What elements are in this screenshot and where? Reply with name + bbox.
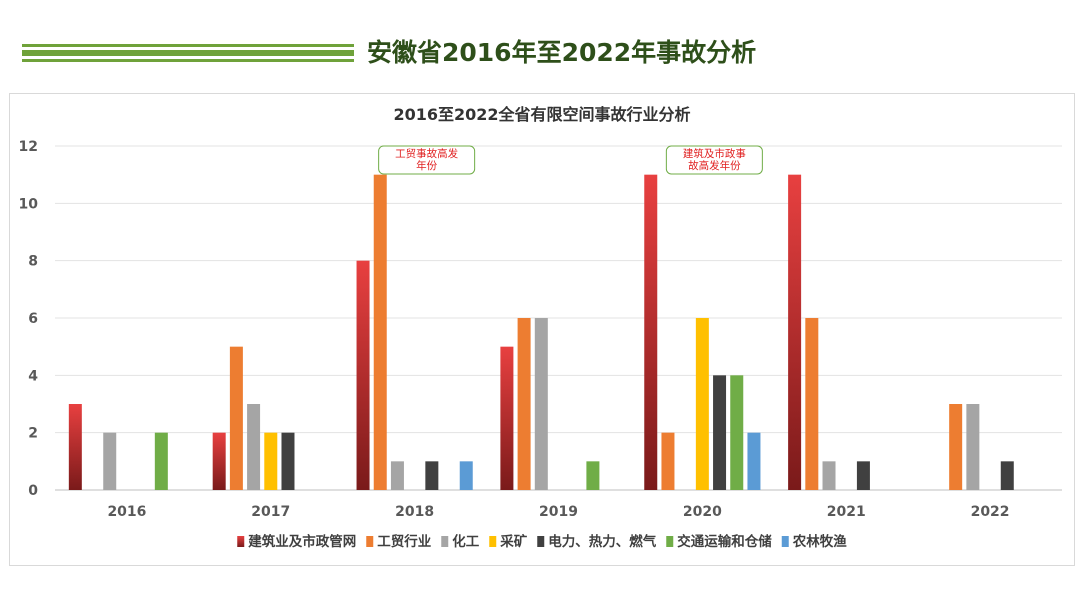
y-tick-label: 12: [19, 139, 38, 155]
legend-item: 采矿: [489, 533, 528, 550]
legend-swatch: [489, 536, 497, 547]
x-tick-label: 2019: [539, 504, 578, 520]
x-tick-label: 2022: [971, 504, 1010, 520]
bar: [390, 461, 404, 490]
legend-label: 电力、热力、燃气: [548, 533, 656, 550]
bar: [154, 432, 168, 490]
annotation-text: 建筑及市政事: [683, 147, 746, 160]
title-decoration-lines: [22, 44, 354, 62]
bar: [822, 461, 836, 490]
bar: [534, 318, 548, 490]
y-axis-ticks: 0 2 4 6 8 10 12: [19, 139, 39, 499]
legend-item: 工贸行业: [366, 533, 431, 550]
bar: [949, 404, 963, 490]
bar: [644, 174, 658, 490]
annotation-text: 工贸事故高发: [395, 147, 458, 160]
annotation-box: [378, 145, 476, 175]
y-tick-label: 2: [28, 426, 38, 442]
y-tick-label: 8: [28, 254, 38, 270]
grid-lines: [55, 145, 1062, 491]
legend-label: 建筑业及市政管网: [247, 533, 356, 550]
annotation-text: 故高发年份: [688, 159, 741, 172]
bar: [730, 375, 744, 490]
x-tick-label: 2016: [107, 504, 146, 520]
y-tick-label: 0: [28, 483, 38, 499]
legend-label: 采矿: [500, 533, 528, 550]
page-title: 安徽省2016年至2022年事故分析: [367, 38, 757, 67]
bar: [247, 404, 261, 490]
x-axis-ticks: 2016 2017 2018 2019 2020 2021 2022: [107, 504, 1009, 520]
bar: [586, 461, 600, 490]
bar: [425, 461, 439, 490]
legend-item: 交通运输和仓储: [666, 533, 772, 550]
x-tick-label: 2017: [251, 504, 290, 520]
bar: [500, 346, 514, 490]
legend-swatch: [441, 536, 449, 547]
bar: [713, 375, 727, 490]
bar: [695, 318, 709, 490]
legend-item: 农林牧渔: [781, 533, 847, 550]
legend-swatch: [237, 536, 245, 547]
bar: [747, 432, 761, 490]
bar: [856, 461, 870, 490]
legend-label: 化工: [452, 533, 479, 550]
legend-swatch: [537, 536, 545, 547]
bar: [68, 404, 82, 490]
x-tick-label: 2021: [827, 504, 866, 520]
bar: [661, 432, 675, 490]
accident-bar-chart: 2016至2022全省有限空间事故行业分析 0 2 4 6 8 10 12 2016 2017…: [19, 105, 1062, 550]
y-tick-label: 4: [28, 368, 38, 384]
legend-item: 建筑业及市政管网: [237, 533, 356, 550]
bar: [229, 346, 243, 490]
legend-label: 交通运输和仓储: [677, 533, 772, 550]
bar: [966, 404, 980, 490]
chart-title: 2016至2022全省有限空间事故行业分析: [393, 105, 690, 124]
chart-frame: 2016至2022全省有限空间事故行业分析 0 2 4 6 8 10 12 2016 2017…: [9, 93, 1075, 566]
legend-swatch: [366, 536, 374, 547]
bar: [212, 432, 226, 490]
bar: [517, 318, 531, 490]
legend-item: 化工: [441, 533, 480, 550]
bar: [281, 432, 295, 490]
legend-item: 电力、热力、燃气: [537, 533, 657, 550]
bar: [459, 461, 473, 490]
x-tick-label: 2018: [395, 504, 434, 520]
bar: [103, 432, 117, 490]
bar: [356, 260, 370, 490]
bar: [1000, 461, 1014, 490]
annotation-text: 年份: [416, 159, 437, 172]
bar: [373, 174, 387, 490]
legend-label: 农林牧渔: [792, 533, 847, 550]
legend-swatch: [781, 536, 789, 547]
bar: [805, 318, 819, 490]
legend-label: 工贸行业: [377, 533, 431, 550]
y-tick-label: 10: [19, 196, 39, 212]
y-tick-label: 6: [28, 311, 38, 327]
x-tick-label: 2020: [683, 504, 722, 520]
bar: [264, 432, 278, 490]
annotation-box: [665, 145, 763, 175]
bars: [68, 174, 1014, 490]
legend-swatch: [666, 536, 674, 547]
legend: 建筑业及市政管网 工贸行业 化工 采矿 电力、热力、燃气 交通运输和仓储 农林牧渔: [237, 533, 847, 550]
bar: [788, 174, 802, 490]
